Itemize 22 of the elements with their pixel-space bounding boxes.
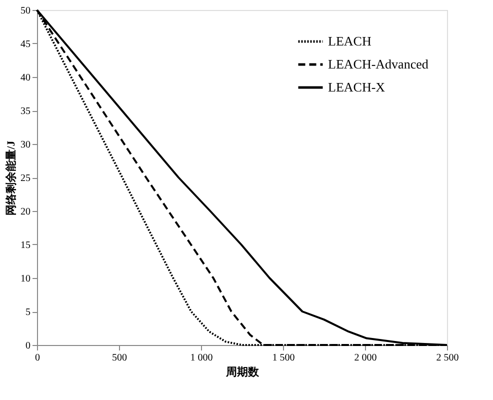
x-tick-label: 500	[112, 352, 127, 364]
legend-label: LEACH	[328, 34, 372, 48]
y-tick-label: 50	[20, 6, 30, 16]
y-tick-label: 0	[26, 340, 30, 352]
y-tick-label: 35	[20, 106, 30, 117]
y-axis-title: 网络剩余能量/J	[4, 140, 18, 216]
x-tick-label: 1 000	[190, 352, 213, 364]
y-tick-label: 20	[20, 206, 30, 218]
x-axis-title: 周期数	[225, 366, 260, 378]
y-tick-label: 5	[26, 307, 30, 318]
y-tick-label: 45	[20, 39, 30, 50]
y-tick-label: 10	[20, 274, 30, 284]
x-tick-label: 1 500	[272, 352, 295, 364]
y-tick-label: 30	[20, 140, 30, 150]
y-tick-label: 40	[20, 72, 30, 84]
x-tick-label: 2 000	[354, 352, 377, 364]
legend-label: LEACH-X	[328, 80, 386, 94]
legend-label: LEACH-Advanced	[328, 56, 429, 72]
y-tick-label: 25	[20, 173, 30, 184]
y-tick-label: 15	[20, 240, 30, 251]
x-tick-label: 0	[35, 352, 40, 364]
x-tick-label: 2 500	[436, 352, 459, 364]
